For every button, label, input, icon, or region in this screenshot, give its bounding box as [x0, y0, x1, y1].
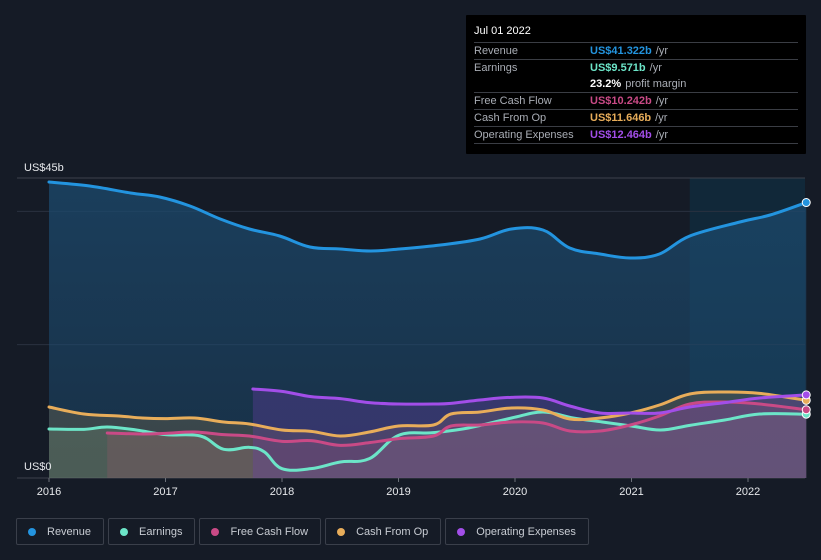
series-endpoints	[801, 198, 811, 419]
free-cash-flow-line	[105, 400, 808, 447]
tooltip-unit: /yr	[655, 95, 668, 107]
tooltip-unit: /yr	[655, 129, 668, 141]
free-cash-flow-dot-icon	[211, 527, 220, 536]
free-cash-flow-area	[107, 401, 807, 478]
operating-expenses-endpoint	[801, 390, 811, 400]
operating-expenses-line	[251, 387, 808, 416]
tooltip-unit: /yr	[655, 112, 668, 124]
tooltip-value: US$41.322b	[590, 45, 652, 57]
tooltip-row-operating-expenses: Operating Expenses US$12.464b /yr	[474, 127, 798, 144]
x-tick-label: 2016	[37, 486, 61, 498]
revenue-area	[49, 182, 807, 478]
tooltip-label: Revenue	[474, 45, 519, 57]
free-cash-flow-endpoint	[801, 405, 811, 415]
legend-item-earnings[interactable]: Earnings	[108, 518, 196, 545]
revenue-endpoint	[801, 198, 811, 208]
revenue-line	[47, 180, 808, 260]
x-tick-label: 2019	[386, 486, 410, 498]
tooltip-date: Jul 01 2022	[474, 23, 798, 43]
legend-label: Free Cash Flow	[230, 525, 309, 538]
tooltip-row-cash-from-op: Cash From Op US$11.646b /yr	[474, 110, 798, 127]
tooltip-label: Earnings	[474, 62, 518, 74]
tooltip-value: US$12.464b	[590, 129, 652, 141]
series-areas	[49, 182, 807, 478]
legend-item-cash-from-op[interactable]: Cash From Op	[325, 518, 442, 545]
legend-item-operating-expenses[interactable]: Operating Expenses	[445, 518, 589, 545]
y-tick-label-zero: US$0	[24, 461, 52, 473]
tooltip-label: Operating Expenses	[474, 129, 574, 141]
y-tick-label-top: US$45b	[24, 162, 64, 174]
tooltip-row-revenue: Revenue US$41.322b /yr	[474, 43, 798, 60]
tooltip-row-free-cash-flow: Free Cash Flow US$10.242b /yr	[474, 93, 798, 110]
operating-expenses-area	[252, 389, 807, 478]
x-tick-label: 2018	[270, 486, 294, 498]
tooltip-label: Free Cash Flow	[474, 95, 552, 107]
tooltip-value: US$9.571b	[590, 62, 646, 74]
earnings-line	[47, 410, 808, 472]
x-tick-label: 2020	[503, 486, 527, 498]
cash-from-op-line	[47, 390, 808, 438]
legend: Revenue Earnings Free Cash Flow Cash Fro…	[16, 518, 589, 545]
legend-label: Cash From Op	[356, 525, 429, 538]
tooltip-row-earnings: Earnings US$9.571b /yr	[474, 60, 798, 76]
tooltip-row-profit-margin: 23.2% profit margin	[474, 76, 798, 93]
x-axis: 2016 2017 2018 2019 2020 2021 2022	[37, 478, 760, 498]
tooltip-value: 23.2%	[590, 78, 622, 90]
x-tick-label: 2021	[619, 486, 643, 498]
revenue-dot-icon	[28, 527, 36, 536]
cash-from-op-area	[49, 391, 807, 478]
operating-expenses-dot-icon	[457, 527, 466, 536]
x-tick-label: 2022	[736, 486, 760, 498]
tooltip: Jul 01 2022 Revenue US$41.322b /yr Earni…	[466, 15, 806, 154]
earnings-dot-icon	[120, 527, 129, 536]
tooltip-value: US$11.646b	[590, 112, 652, 124]
legend-item-revenue[interactable]: Revenue	[16, 518, 105, 545]
series-lines	[47, 180, 808, 472]
legend-label: Operating Expenses	[476, 525, 576, 538]
tooltip-unit: /yr	[655, 45, 668, 57]
tooltip-label	[474, 76, 590, 92]
chart: 2016 2017 2018 2019 2020 2021 2022 US$45b US$0	[17, 162, 811, 498]
legend-item-free-cash-flow[interactable]: Free Cash Flow	[199, 518, 322, 545]
tooltip-value: US$10.242b	[590, 95, 652, 107]
tooltip-unit: /yr	[649, 62, 662, 74]
legend-label: Revenue	[47, 525, 92, 538]
legend-label: Earnings	[139, 525, 183, 538]
x-tick-label: 2017	[153, 486, 177, 498]
tooltip-label: Cash From Op	[474, 112, 547, 124]
cash-from-op-dot-icon	[337, 527, 346, 536]
tooltip-unit: profit margin	[625, 78, 687, 90]
